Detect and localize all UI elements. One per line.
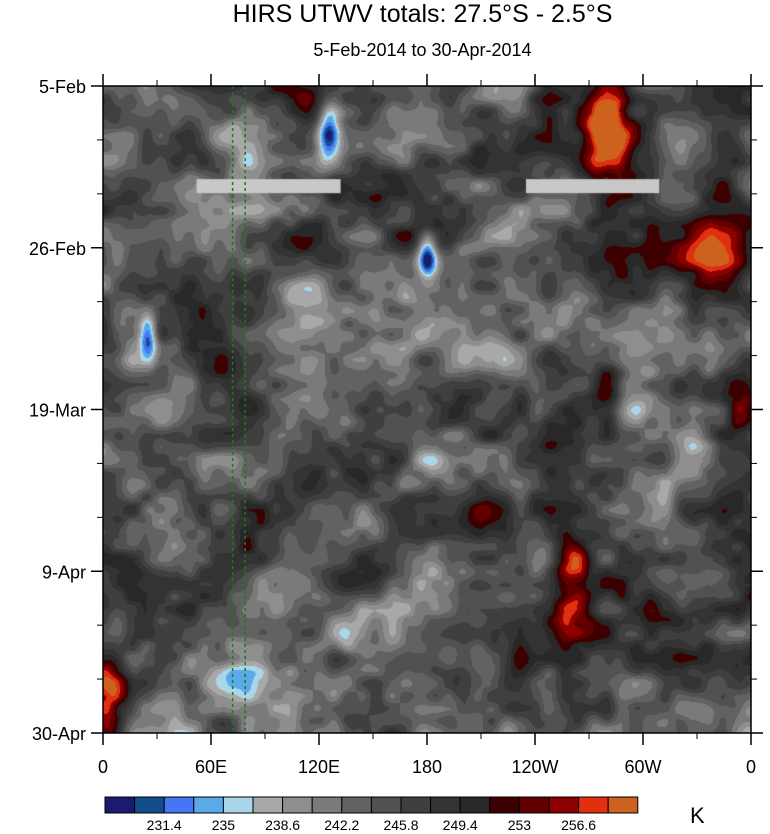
colorbar-swatch xyxy=(518,796,550,814)
colorbar-label: 256.6 xyxy=(561,817,596,833)
colorbar-swatch xyxy=(252,796,284,814)
colorbar-label: 242.2 xyxy=(324,817,359,833)
colorbar-label: 253 xyxy=(508,817,532,833)
colorbar-swatch xyxy=(222,796,254,814)
chart-title: HIRS UTWV totals: 27.5°S - 2.5°S xyxy=(232,0,613,28)
y-tick-label: 26-Feb xyxy=(29,239,86,259)
colorbar-label: 249.4 xyxy=(443,817,478,833)
y-tick-label: 19-Mar xyxy=(29,401,86,421)
colorbar-swatch xyxy=(282,796,313,814)
colorbar-swatch xyxy=(607,796,639,814)
colorbar-swatch xyxy=(400,796,432,814)
colorbar-label: 245.8 xyxy=(383,817,418,833)
colorbar-swatch xyxy=(430,796,461,814)
colorbar-swatch xyxy=(548,796,580,814)
x-tick-label: 0 xyxy=(746,757,756,777)
chart-subtitle: 5-Feb-2014 to 30-Apr-2014 xyxy=(313,40,532,60)
y-tick-label: 5-Feb xyxy=(39,77,86,97)
colorbar-swatch xyxy=(193,796,224,814)
x-tick-label: 180 xyxy=(412,757,442,777)
x-tick-label: 120W xyxy=(511,757,558,777)
colorbar-label: 231.4 xyxy=(147,817,182,833)
x-tick-label: 0 xyxy=(98,757,108,777)
colorbar-swatch xyxy=(459,796,491,814)
x-tick-label: 60E xyxy=(195,757,227,777)
units-label: K xyxy=(690,803,705,828)
colorbar-swatch xyxy=(104,796,136,814)
colorbar-label: 238.6 xyxy=(265,817,300,833)
plot-frame xyxy=(102,85,752,734)
x-tick-label: 60W xyxy=(624,757,661,777)
colorbar-swatch xyxy=(311,796,343,814)
colorbar-swatch xyxy=(134,796,165,814)
colorbar-swatch xyxy=(489,796,520,814)
contour-field xyxy=(103,86,751,733)
colorbar-swatch xyxy=(578,796,609,814)
colorbar-swatch xyxy=(341,796,372,814)
colorbar-swatch xyxy=(370,796,402,814)
colorbar-label: 235 xyxy=(212,817,236,833)
y-tick-label: 30-Apr xyxy=(32,724,86,744)
x-tick-label: 120E xyxy=(298,757,340,777)
y-tick-label: 9-Apr xyxy=(42,562,86,582)
colorbar-swatch xyxy=(163,796,195,814)
